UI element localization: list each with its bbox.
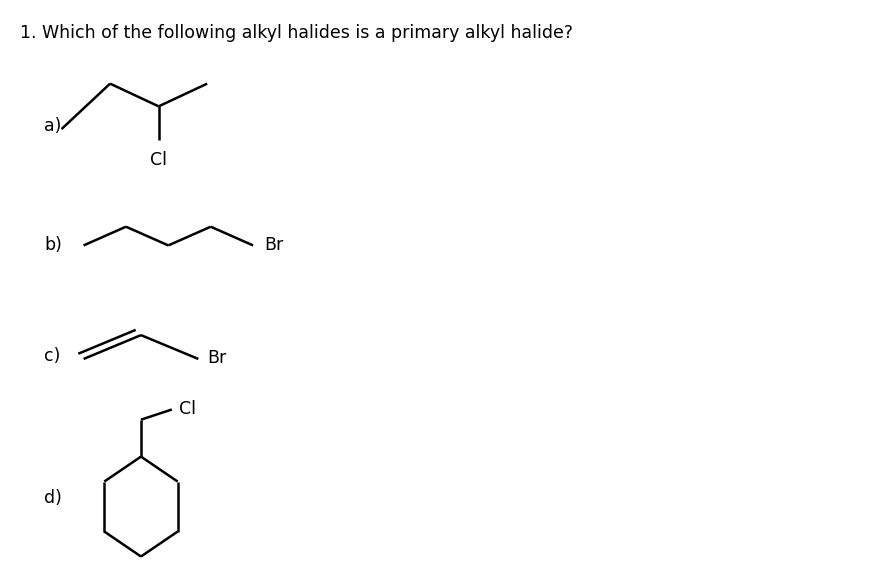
Text: Br: Br — [265, 236, 284, 255]
Text: Cl: Cl — [179, 400, 196, 419]
Text: c): c) — [44, 347, 61, 365]
Text: Br: Br — [208, 349, 226, 367]
Text: Cl: Cl — [150, 151, 168, 169]
Text: b): b) — [44, 236, 61, 255]
Text: 1. Which of the following alkyl halides is a primary alkyl halide?: 1. Which of the following alkyl halides … — [20, 24, 573, 42]
Text: d): d) — [44, 489, 61, 507]
Text: a): a) — [44, 117, 61, 135]
